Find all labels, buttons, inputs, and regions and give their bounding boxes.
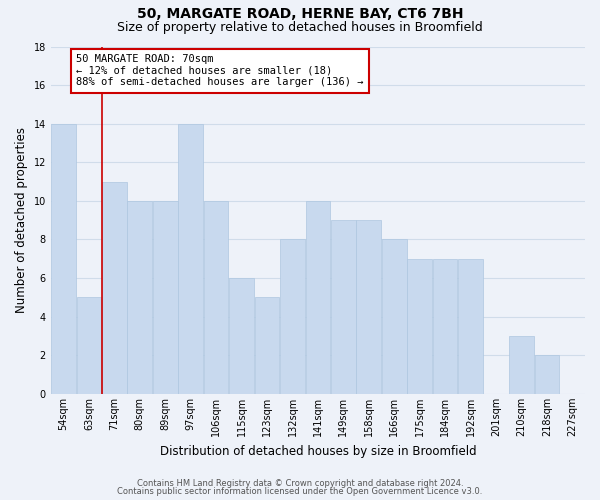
Bar	[331, 220, 356, 394]
Bar	[102, 182, 127, 394]
Text: Contains HM Land Registry data © Crown copyright and database right 2024.: Contains HM Land Registry data © Crown c…	[137, 478, 463, 488]
Bar	[382, 240, 407, 394]
Bar	[280, 240, 305, 394]
Bar	[127, 201, 152, 394]
Bar	[535, 356, 559, 394]
Bar	[229, 278, 254, 394]
Text: 50, MARGATE ROAD, HERNE BAY, CT6 7BH: 50, MARGATE ROAD, HERNE BAY, CT6 7BH	[137, 8, 463, 22]
Bar	[433, 259, 457, 394]
Bar	[204, 201, 229, 394]
Bar	[77, 298, 101, 394]
Bar	[458, 259, 483, 394]
Bar	[356, 220, 381, 394]
Y-axis label: Number of detached properties: Number of detached properties	[15, 127, 28, 313]
Bar	[509, 336, 534, 394]
Bar	[51, 124, 76, 394]
Text: 50 MARGATE ROAD: 70sqm
← 12% of detached houses are smaller (18)
88% of semi-det: 50 MARGATE ROAD: 70sqm ← 12% of detached…	[76, 54, 364, 88]
Bar	[153, 201, 178, 394]
Bar	[254, 298, 280, 394]
Text: Size of property relative to detached houses in Broomfield: Size of property relative to detached ho…	[117, 21, 483, 34]
Bar	[178, 124, 203, 394]
Bar	[305, 201, 330, 394]
X-axis label: Distribution of detached houses by size in Broomfield: Distribution of detached houses by size …	[160, 444, 476, 458]
Text: Contains public sector information licensed under the Open Government Licence v3: Contains public sector information licen…	[118, 487, 482, 496]
Bar	[407, 259, 432, 394]
